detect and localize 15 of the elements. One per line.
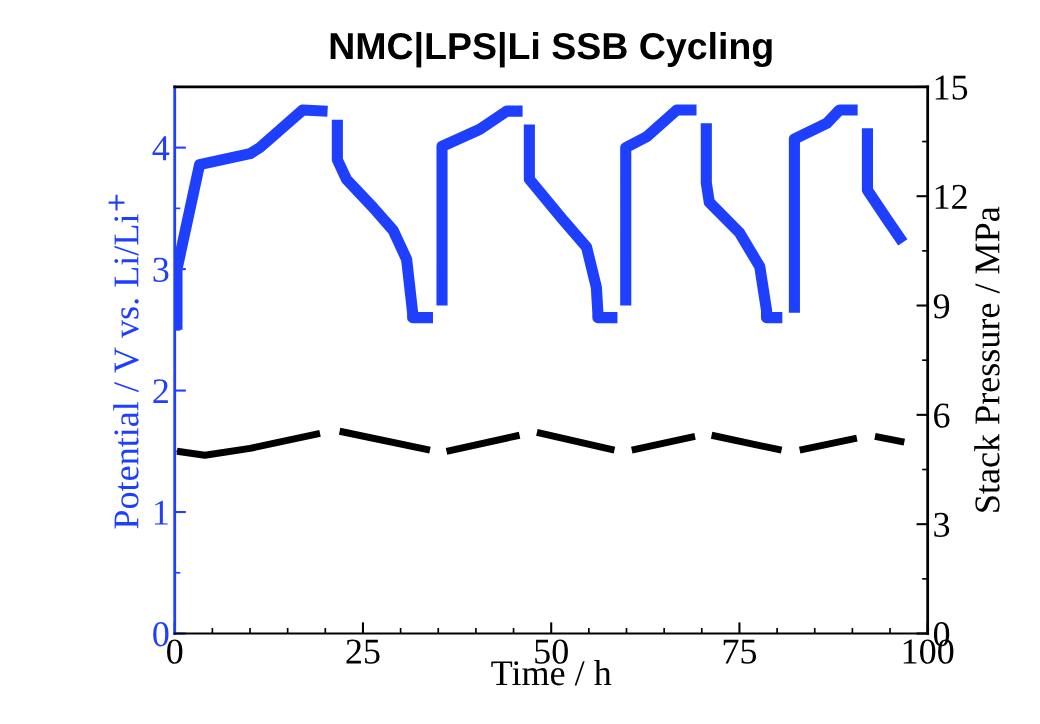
y2-tick-label: 6 — [934, 403, 950, 428]
y2-axis-title: Stack Pressure / MPa — [974, 206, 1000, 512]
y2-tick-label: 9 — [933, 294, 950, 319]
y-tick-label: 3 — [153, 257, 169, 282]
y2-tick-label: 15 — [935, 75, 968, 100]
y-tick-label: 2 — [153, 379, 168, 404]
y2-tick-label: 3 — [934, 512, 950, 538]
x-tick-label: 75 — [723, 639, 757, 664]
y-axis-title: Potential / V vs. Li/Li$^{+}$ — [108, 194, 139, 529]
y2-tick-label: 12 — [935, 184, 967, 209]
y-tick-label: 0 — [153, 622, 169, 647]
chart-title: NMC|LPS|Li SSB Cycling — [330, 31, 772, 68]
x-tick-label: 25 — [346, 639, 380, 664]
y-tick-label: 1 — [154, 500, 168, 525]
y-tick-label: 4 — [152, 136, 170, 161]
